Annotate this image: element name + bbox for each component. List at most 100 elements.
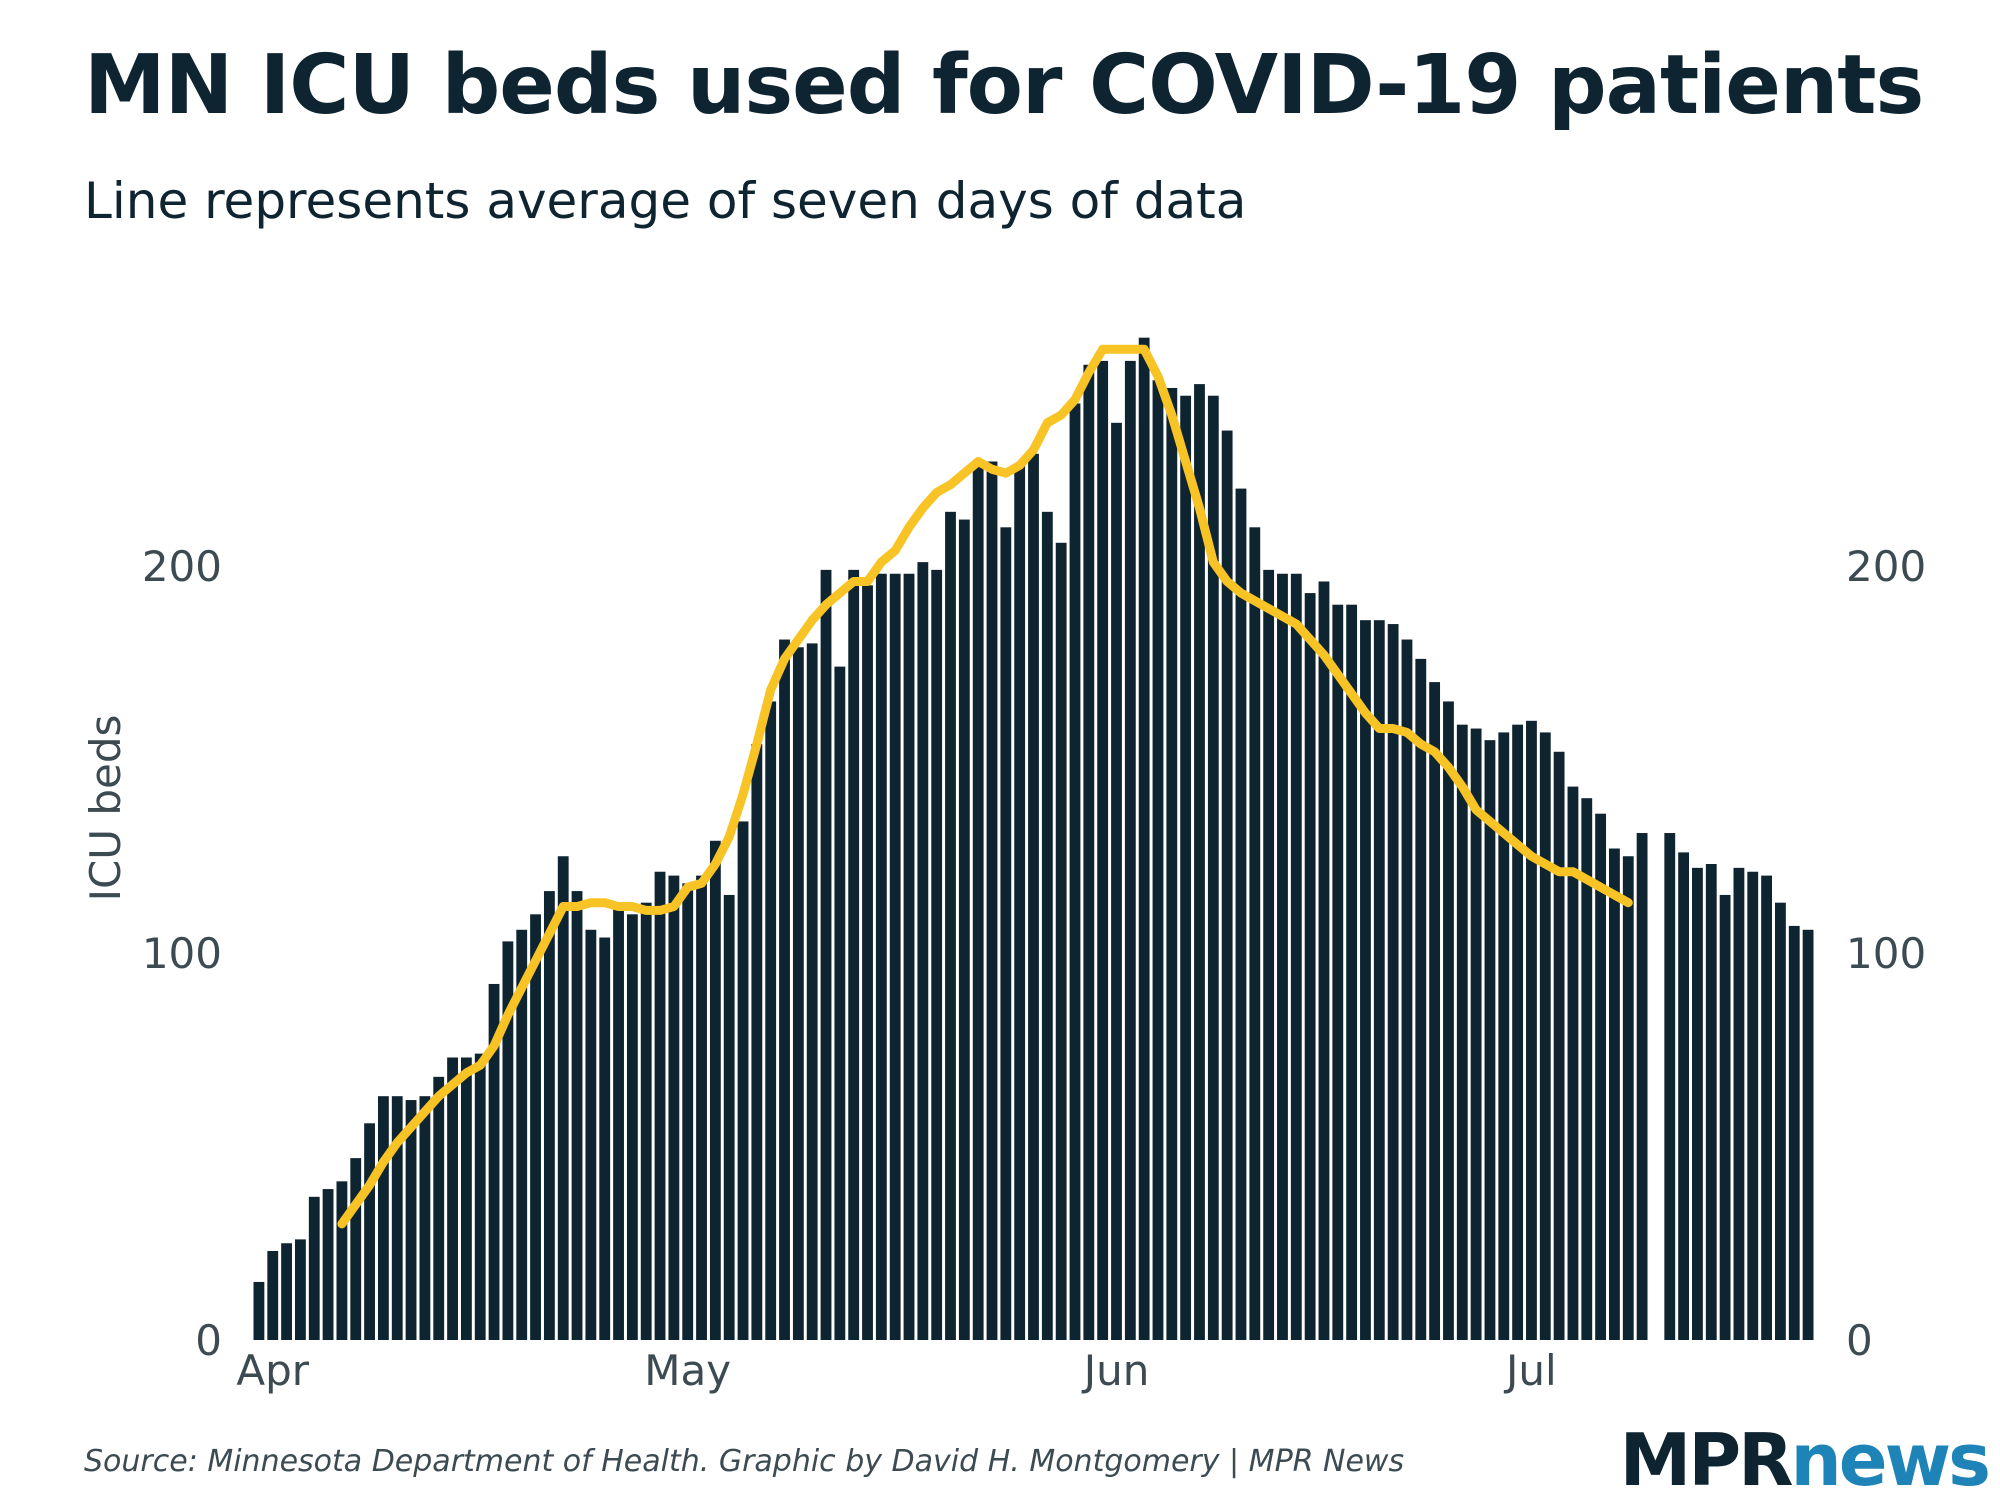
bar: [1470, 728, 1482, 1340]
y-tick-label: 0: [195, 1316, 222, 1365]
bar: [1567, 786, 1579, 1340]
bar: [516, 929, 528, 1340]
bar: [1083, 364, 1095, 1340]
bar: [1028, 453, 1039, 1340]
bar: [1124, 360, 1136, 1340]
bar: [848, 569, 860, 1340]
bar: [1581, 798, 1593, 1340]
bar: [1456, 724, 1468, 1340]
bar: [654, 871, 666, 1340]
bar: [474, 1053, 486, 1340]
chart-title: MN ICU beds used for COVID-19 patients: [84, 38, 1924, 133]
bar: [350, 1158, 362, 1340]
bar: [820, 569, 832, 1340]
bar: [1733, 867, 1745, 1340]
bar: [1401, 639, 1413, 1340]
bar: [1443, 701, 1454, 1340]
x-tick-label: Jun: [1081, 1346, 1150, 1395]
bar: [696, 875, 707, 1340]
bar: [682, 883, 694, 1340]
x-axis: Apr May Jun Jul: [236, 1346, 1556, 1395]
bar: [613, 902, 624, 1340]
bar: [1387, 624, 1399, 1340]
y-axis-left: 0 100 200: [142, 542, 222, 1365]
bar: [709, 840, 721, 1340]
bar: [377, 1096, 389, 1340]
bar: [1111, 422, 1122, 1340]
bar: [792, 647, 804, 1340]
bar: [917, 562, 929, 1340]
bar: [460, 1057, 472, 1340]
bar: [834, 666, 846, 1340]
bar: [1775, 902, 1786, 1340]
bar: [1332, 604, 1344, 1340]
bar: [1360, 620, 1371, 1340]
y-tick-label-right: 200: [1846, 542, 1926, 591]
bar: [336, 1181, 348, 1340]
bar: [972, 461, 984, 1340]
bar: [1595, 813, 1607, 1340]
bar: [1346, 604, 1358, 1340]
bar: [723, 894, 735, 1340]
bar: [488, 983, 500, 1340]
bar: [1235, 488, 1247, 1341]
bar: [1429, 682, 1441, 1340]
bar: [405, 1100, 417, 1340]
bar: [889, 573, 901, 1340]
bar: [1719, 894, 1731, 1340]
bar: [1622, 856, 1634, 1340]
bar: [322, 1189, 334, 1340]
bar: [1055, 542, 1067, 1340]
bar: [502, 941, 514, 1340]
y-axis-title: ICU beds: [81, 715, 130, 902]
bar: [391, 1096, 403, 1340]
y-tick-label-right: 0: [1846, 1316, 1873, 1365]
y-tick-label: 100: [142, 929, 222, 978]
bar: [1609, 848, 1620, 1340]
bar: [1152, 380, 1164, 1340]
bar: [1318, 581, 1330, 1340]
bar: [1304, 593, 1316, 1340]
bar: [1664, 833, 1676, 1340]
bar: [779, 639, 790, 1340]
bar: [1207, 395, 1219, 1341]
bar: [751, 744, 763, 1340]
bar: [1000, 527, 1012, 1340]
y-tick-label-right: 100: [1846, 929, 1926, 978]
bar: [1802, 929, 1814, 1340]
moving-average-line: [337, 344, 1633, 1229]
bar: [1290, 573, 1302, 1340]
bar: [1553, 751, 1565, 1340]
source-note: Source: Minnesota Department of Health. …: [84, 1444, 1405, 1479]
bar: [557, 856, 569, 1340]
bar: [931, 569, 943, 1340]
bar: [308, 1196, 320, 1340]
bar: [1526, 720, 1537, 1340]
bar: [585, 929, 597, 1340]
bar: [1788, 925, 1800, 1340]
moving-average-layer: [337, 344, 1633, 1229]
bar: [1069, 403, 1081, 1341]
logo-news: news: [1790, 1418, 1991, 1502]
bar: [1636, 833, 1648, 1340]
bar: [1692, 867, 1703, 1340]
bar: [1194, 384, 1205, 1340]
bar: [1138, 337, 1150, 1340]
bar: [447, 1057, 458, 1340]
bar: [1415, 658, 1427, 1340]
bar: [1277, 573, 1288, 1340]
bar: [1014, 465, 1026, 1340]
bar: [862, 585, 873, 1340]
bar: [267, 1250, 279, 1340]
bar: [1678, 852, 1690, 1340]
y-axis-right: 0 100 200: [1846, 542, 1926, 1365]
bar: [1166, 387, 1178, 1341]
bar: [571, 891, 583, 1340]
bar: [903, 573, 915, 1340]
bar: [945, 511, 956, 1340]
bar: [1761, 875, 1772, 1340]
bar: [253, 1281, 265, 1340]
bar: [295, 1239, 306, 1340]
bar: [958, 519, 970, 1340]
